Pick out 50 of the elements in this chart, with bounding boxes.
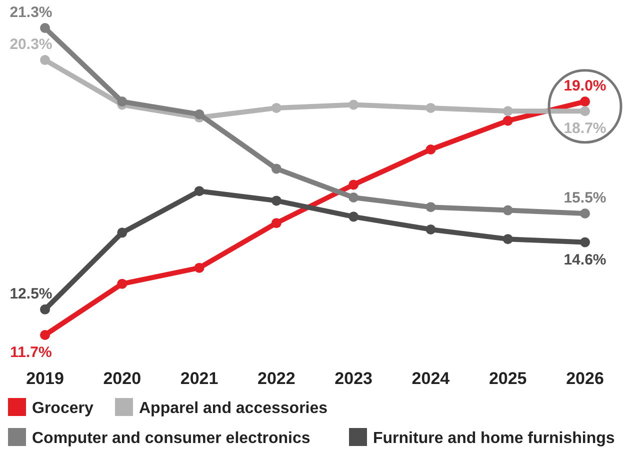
legend-label: Computer and consumer electronics (32, 430, 310, 447)
point (194, 262, 204, 273)
x-tick-label: 2023 (334, 369, 372, 388)
point (348, 212, 359, 222)
x-tick-label: 2022 (258, 369, 296, 388)
point (40, 23, 50, 33)
data-label: 18.7% (564, 120, 606, 138)
data-label: 14.6% (564, 251, 606, 268)
point (502, 106, 513, 116)
point (40, 54, 50, 65)
x-tick-label: 2025 (488, 369, 527, 388)
data-label: 19.0% (564, 78, 606, 95)
legend-label: Furniture and home furnishings (373, 430, 615, 447)
point (580, 208, 590, 218)
point (40, 330, 50, 340)
point (426, 224, 436, 234)
point (117, 96, 128, 107)
x-tick-label: 2020 (103, 369, 142, 388)
point (426, 144, 436, 155)
point (348, 180, 359, 190)
point (502, 205, 513, 216)
point (271, 102, 282, 113)
point (348, 192, 359, 202)
data-label: 12.5% (10, 285, 52, 302)
x-tick-label: 2026 (566, 369, 604, 388)
legend-label: Apparel and accessories (139, 400, 328, 417)
point (580, 237, 590, 248)
point (580, 96, 590, 107)
point (271, 164, 282, 174)
data-label: 15.5% (564, 189, 606, 206)
x-tick-label: 2021 (180, 369, 218, 388)
point (426, 202, 436, 212)
point (348, 100, 359, 110)
point (40, 304, 50, 314)
x-tick-label: 2019 (26, 369, 64, 388)
data-label: 21.3% (10, 4, 52, 21)
point (426, 102, 436, 113)
point (194, 109, 204, 120)
point (194, 186, 204, 196)
legend-label: Grocery (32, 400, 94, 417)
point (271, 218, 282, 228)
data-label: 20.3% (10, 36, 52, 53)
x-tick-label: 2024 (412, 369, 450, 388)
point (117, 278, 128, 289)
data-label: 11.7% (10, 344, 52, 361)
point (271, 196, 282, 206)
point (117, 228, 128, 238)
point (502, 116, 513, 126)
point (580, 106, 590, 116)
point (502, 234, 513, 244)
